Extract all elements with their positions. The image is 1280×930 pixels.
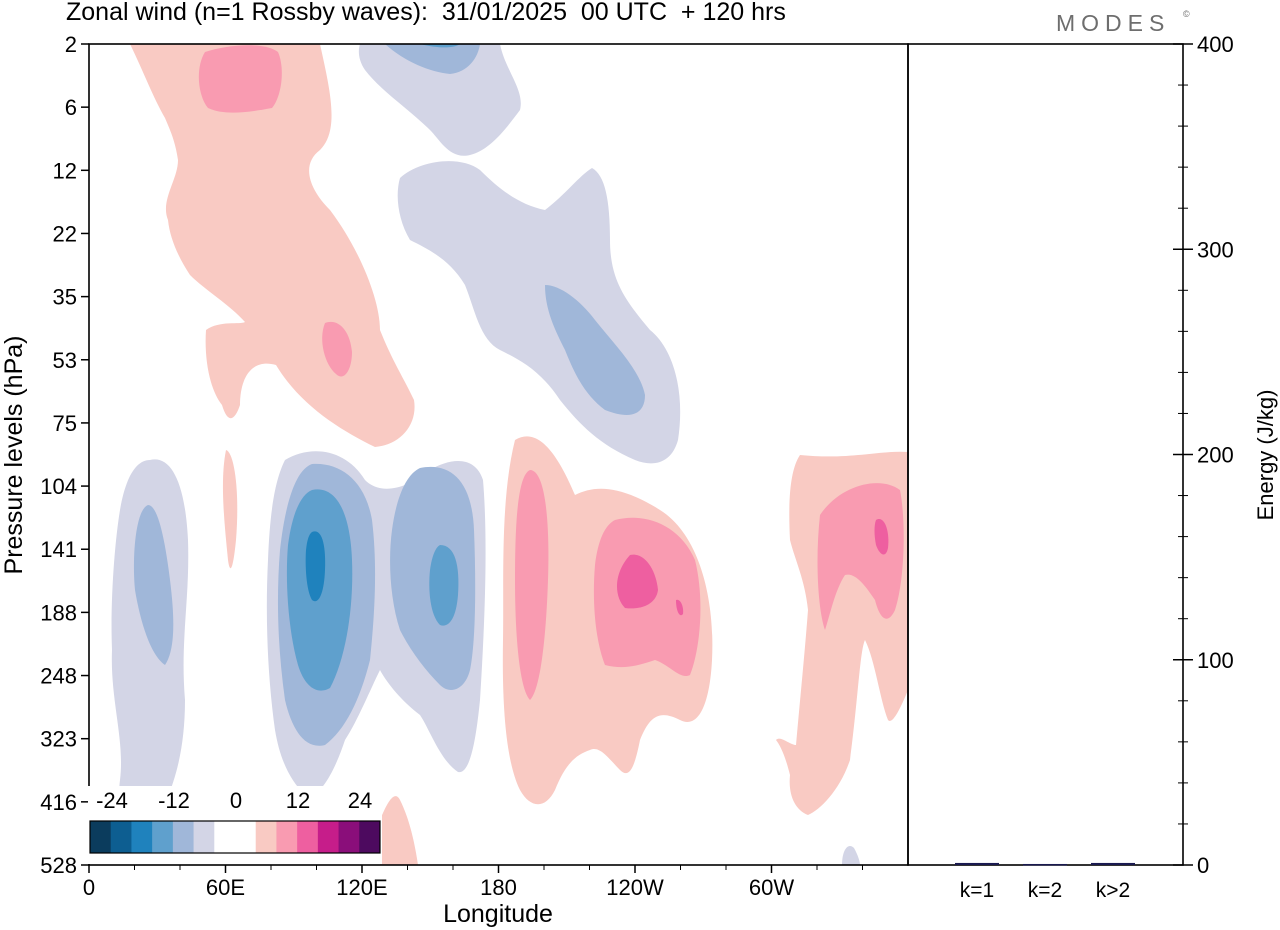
y-tick-label: 188 (40, 600, 77, 625)
contour-negative-center-inner-b (429, 545, 459, 626)
contour-negative-diagonal (397, 161, 681, 464)
contour-negative-diagonal-core (545, 285, 645, 415)
colorbar-swatch (90, 821, 112, 853)
contour-positive-upper-core (198, 45, 282, 113)
colorbar-swatch (359, 821, 381, 853)
energy-tick-label: 300 (1197, 237, 1234, 262)
colorbar-tick-label: -24 (96, 788, 128, 813)
y-tick-label: 323 (40, 727, 77, 752)
contour-negative-upper-core (385, 44, 480, 74)
contour-positive-upper-spot (322, 321, 352, 377)
y-tick-label: 416 (40, 790, 77, 815)
contour-positive-far-right-mid (817, 483, 904, 630)
contour-negative-left (111, 459, 189, 831)
x-axis-title: Longitude (443, 900, 553, 928)
y-tick-label: 53 (53, 348, 77, 373)
colorbar-frame (89, 820, 381, 854)
x-tick-label: 60W (749, 875, 794, 900)
colorbar-swatch (193, 821, 215, 853)
colorbar: -24 -12 0 12 24 (88, 786, 382, 864)
energy-tick-label: 200 (1197, 443, 1234, 468)
colorbar-swatch (152, 821, 174, 853)
colorbar-tick-label: -12 (158, 788, 190, 813)
x-tick-label: 120W (606, 875, 664, 900)
colorbar-swatch (338, 821, 360, 853)
contour-positive-far-right-inner (874, 519, 889, 555)
bar-plot-frame (907, 43, 1184, 866)
energy-bar-label: k=1 (960, 879, 994, 902)
y-axis-title: Pressure levels (hPa) (0, 336, 28, 575)
energy-tick-label: 400 (1197, 32, 1234, 57)
y-tick-label: 35 (53, 285, 77, 310)
contour-positive-bottom (380, 796, 418, 865)
colorbar-swatch (172, 821, 195, 853)
energy-bars: k=1 k=2 k>2 (955, 862, 1135, 902)
colorbar-swatch (317, 821, 340, 853)
energy-bar-label: k>2 (1096, 879, 1130, 902)
contour-negative-upper (358, 44, 521, 156)
colorbar-tick-label: 24 (348, 788, 372, 813)
colorbar-swatch (235, 821, 257, 853)
contour-negative-bottom (842, 845, 860, 865)
contour-negative-upper-spot (420, 44, 460, 48)
contour-positive-right-mid-a (515, 470, 549, 700)
y-tick-label: 75 (53, 411, 77, 436)
colorbar-swatch (131, 821, 153, 853)
modes-logo: MODES (1056, 10, 1171, 36)
contour-positive-strip (222, 450, 238, 569)
energy-tick-label: 100 (1197, 648, 1234, 673)
colorbar-swatch (276, 821, 298, 853)
copyright-mark: © (1183, 9, 1190, 19)
y-tick-label: 12 (53, 158, 77, 183)
x-tick-label: 180 (480, 875, 517, 900)
colorbar-swatch (214, 821, 236, 853)
contour-positive-right-spot (676, 599, 684, 616)
contour-positive-right-inner (616, 554, 658, 609)
x-tick-label: 120E (336, 875, 387, 900)
y-tick-label: 248 (40, 664, 77, 689)
x-tick-label: 0 (83, 875, 95, 900)
x-tick-label: 60E (206, 875, 245, 900)
y-tick-label: 2 (65, 32, 77, 57)
contour-negative-center-core (305, 531, 326, 602)
energy-bar-label: k=2 (1028, 879, 1062, 902)
y-tick-label: 22 (53, 221, 77, 246)
colorbar-swatch (110, 821, 132, 853)
x-axis-ticks: 0 60E 120E 180 120W 60W (83, 865, 863, 900)
energy-axis-ticks: 0 100 200 300 400 (1173, 32, 1234, 878)
contour-field (111, 44, 908, 865)
y-tick-label: 104 (40, 474, 77, 499)
energy-axis-title: Energy (J/kg) (1253, 390, 1278, 521)
y-tick-label: 141 (40, 537, 77, 562)
y-tick-label: 6 (65, 95, 77, 120)
energy-bar (955, 862, 999, 865)
colorbar-tick-label: 12 (286, 788, 310, 813)
energy-bar (1023, 863, 1067, 866)
y-axis-ticks: 2 6 12 22 35 53 75 104 141 188 248 323 416 528 (40, 32, 89, 878)
colorbar-swatch (297, 821, 319, 853)
colorbar-swatch (255, 821, 277, 853)
energy-bar (1091, 862, 1135, 865)
chart-title: Zonal wind (n=1 Rossby waves): 31/01/202… (66, 0, 786, 26)
y-tick-label: 528 (40, 853, 77, 878)
colorbar-tick-label: 0 (230, 788, 242, 813)
contour-negative-left-core (133, 505, 174, 665)
energy-tick-label: 0 (1197, 853, 1209, 878)
